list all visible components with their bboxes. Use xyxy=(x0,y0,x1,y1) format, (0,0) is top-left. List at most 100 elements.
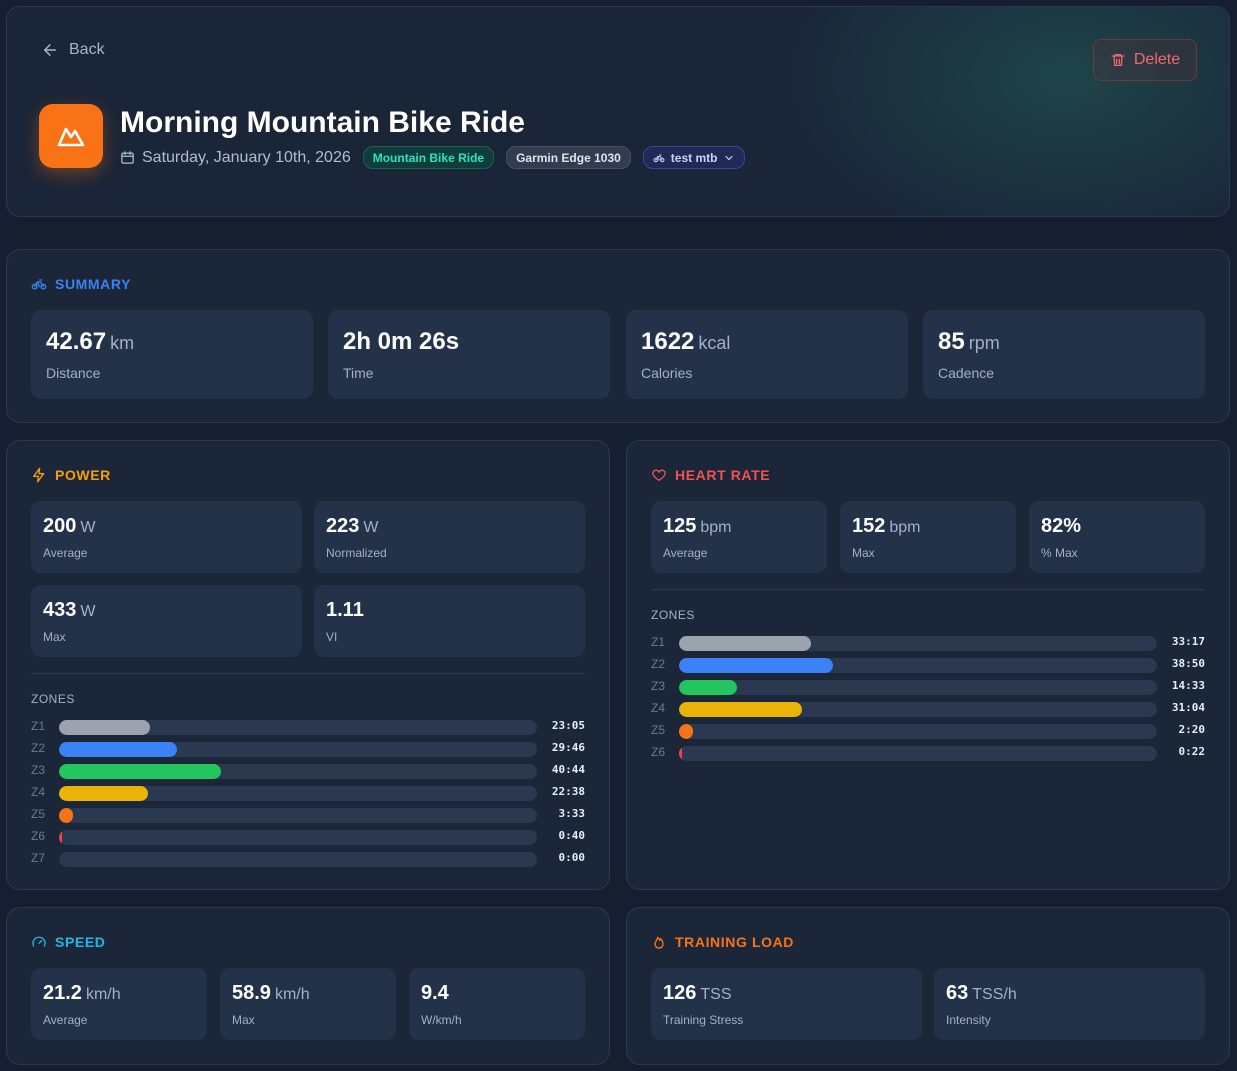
stat-label: VI xyxy=(326,630,338,644)
stat-number: 42.67 xyxy=(46,328,107,355)
stat-number: 85 xyxy=(938,328,965,355)
mountain-icon xyxy=(39,104,103,168)
zone-time: 14:33 xyxy=(1171,679,1205,692)
activity-meta: Saturday, January 10th, 2026 Mountain Bi… xyxy=(120,146,746,169)
zone-name: Z2 xyxy=(31,741,46,755)
stat-value: 125 bpm xyxy=(663,515,732,538)
stat-value: 1622 kcal xyxy=(641,328,730,356)
stat-unit: km xyxy=(110,333,135,353)
training-intensity: 63 TSS/h Intensity xyxy=(934,968,1205,1040)
stat-label: Average xyxy=(43,1013,88,1027)
zone-name: Z3 xyxy=(651,679,666,693)
zone-row: Z1 23:05 xyxy=(31,718,585,735)
zone-time: 33:17 xyxy=(1171,635,1205,648)
heart-rate-title-text: HEART RATE xyxy=(675,467,771,483)
zone-bar-fill xyxy=(679,702,803,717)
zone-row: Z6 0:40 xyxy=(31,828,585,845)
zone-time: 40:44 xyxy=(551,763,585,776)
stat-unit: bpm xyxy=(889,519,921,536)
training-load-title-text: TRAINING LOAD xyxy=(675,934,795,950)
sport-type-badge: Mountain Bike Ride xyxy=(362,146,495,169)
stat-number: 58.9 xyxy=(232,982,271,1004)
zone-name: Z1 xyxy=(651,635,666,649)
stat-unit: km/h xyxy=(85,986,121,1003)
power-max: 433 W Max xyxy=(31,585,302,657)
zone-bar-fill xyxy=(679,658,834,673)
stat-label: Max xyxy=(232,1013,255,1027)
zone-bar-track xyxy=(59,852,537,867)
training-load-section: TRAINING LOAD 126 TSS Training Stress 63 T… xyxy=(626,907,1230,1065)
stat-number: 21.2 xyxy=(43,982,82,1004)
power-vi: 1.11 VI xyxy=(314,585,585,657)
zone-bar-track xyxy=(679,658,1157,673)
stat-label: Normalized xyxy=(326,546,387,560)
back-button[interactable]: Back xyxy=(41,41,105,59)
stat-number: 63 xyxy=(946,982,969,1004)
hr-percent-max: 82% % Max xyxy=(1029,501,1205,573)
stat-number: 82% xyxy=(1041,515,1082,537)
stat-value: 223 W xyxy=(326,515,378,538)
heart-rate-title: HEART RATE xyxy=(651,467,770,483)
stat-calories: 1622 kcal Calories xyxy=(626,310,908,399)
zone-bar-fill xyxy=(679,680,737,695)
stat-number: 200 xyxy=(43,515,77,537)
stat-unit: km/h xyxy=(274,986,310,1003)
stat-label: Intensity xyxy=(946,1013,991,1027)
zone-row: Z2 29:46 xyxy=(31,740,585,757)
delete-button[interactable]: Delete xyxy=(1093,39,1197,81)
training-stress: 126 TSS Training Stress xyxy=(651,968,922,1040)
hr-average: 125 bpm Average xyxy=(651,501,827,573)
stat-number: 125 xyxy=(663,515,697,537)
activity-title: Morning Mountain Bike Ride xyxy=(120,106,525,139)
bike-icon xyxy=(31,279,47,290)
heart-icon xyxy=(652,469,666,481)
zone-time: 29:46 xyxy=(551,741,585,754)
hr-zones-label: ZONES xyxy=(651,608,695,622)
bike-selector[interactable]: test mtb xyxy=(642,146,746,169)
stat-unit: kcal xyxy=(698,333,731,353)
power-title: POWER xyxy=(31,467,111,483)
training-load-title: TRAINING LOAD xyxy=(651,934,794,950)
stat-value: 152 bpm xyxy=(852,515,921,538)
zone-row: Z2 38:50 xyxy=(651,656,1205,673)
zone-bar-fill xyxy=(59,742,178,757)
zone-time: 3:33 xyxy=(558,807,586,820)
stat-value: 433 W xyxy=(43,599,95,622)
stat-value: 82% xyxy=(1041,515,1081,538)
stat-value: 126 TSS xyxy=(663,982,732,1005)
power-zones-label: ZONES xyxy=(31,692,75,706)
stat-number: 1.11 xyxy=(326,599,364,621)
zone-time: 23:05 xyxy=(551,719,585,732)
zone-bar-fill xyxy=(59,808,73,823)
zone-bar-track xyxy=(59,808,537,823)
zone-bar-fill xyxy=(59,764,221,779)
stat-distance: 42.67 km Distance xyxy=(31,310,313,399)
zone-time: 31:04 xyxy=(1171,701,1205,714)
stat-cadence: 85 rpm Cadence xyxy=(923,310,1205,399)
stat-number: 152 xyxy=(852,515,886,537)
zone-row: Z7 0:00 xyxy=(31,850,585,867)
delete-label: Delete xyxy=(1133,51,1181,68)
zone-name: Z5 xyxy=(31,807,46,821)
divider xyxy=(31,673,585,674)
stat-value: 9.4 xyxy=(421,982,449,1005)
zone-name: Z6 xyxy=(651,745,666,759)
stat-label: % Max xyxy=(1041,546,1078,560)
zone-bar-track xyxy=(59,720,537,735)
zone-bar-fill xyxy=(679,724,693,739)
stat-value: 2h 0m 26s xyxy=(343,328,459,356)
zone-time: 2:20 xyxy=(1178,723,1206,736)
zone-bar-track xyxy=(59,830,537,845)
zone-bar-track xyxy=(679,702,1157,717)
zone-bar-track xyxy=(679,636,1157,651)
stat-label: Calories xyxy=(641,365,693,381)
zone-bar-track xyxy=(59,764,537,779)
zone-row: Z4 31:04 xyxy=(651,700,1205,717)
zone-bar-track xyxy=(59,786,537,801)
zone-bar-fill xyxy=(59,786,149,801)
speed-max: 58.9 km/h Max xyxy=(220,968,396,1040)
zone-row: Z3 40:44 xyxy=(31,762,585,779)
device-badge: Garmin Edge 1030 xyxy=(506,146,631,169)
zone-row: Z6 0:22 xyxy=(651,744,1205,761)
stat-number: 9.4 xyxy=(421,982,449,1004)
